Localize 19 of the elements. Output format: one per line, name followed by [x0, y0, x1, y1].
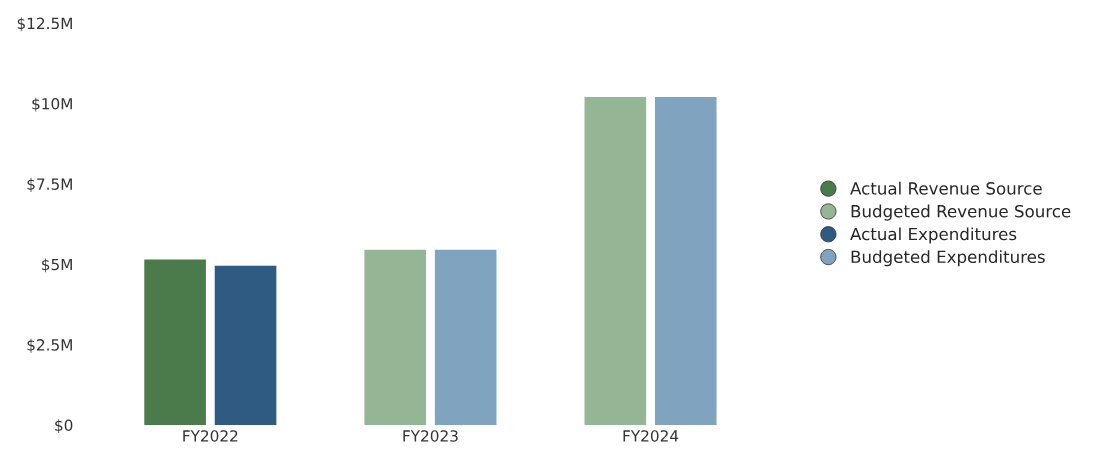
y-tick-label: $12.5M — [17, 17, 72, 32]
y-tick-label: $2.5M — [27, 338, 72, 353]
x-tick-label: FY2023 — [403, 430, 458, 442]
bar — [584, 97, 647, 426]
y-tick-label: $7.5M — [27, 178, 72, 192]
legend-label: Actual Revenue Source — [850, 181, 1042, 195]
legend-label: Actual Expenditures — [850, 227, 1017, 244]
bar — [654, 97, 717, 426]
x-tick-label: FY2024 — [623, 430, 679, 442]
legend-label: Budgeted Revenue Source — [851, 204, 1071, 221]
x-tick-label: FY2022 — [183, 430, 238, 442]
bar — [214, 265, 277, 426]
y-tick-label: $5M — [42, 258, 72, 273]
y-tick-label: $10M — [32, 97, 72, 112]
y-tick-label: $0 — [55, 419, 73, 434]
bar — [144, 259, 206, 426]
bar — [434, 249, 497, 426]
legend-label: Budgeted Expenditures — [851, 250, 1045, 267]
bar — [364, 249, 427, 426]
